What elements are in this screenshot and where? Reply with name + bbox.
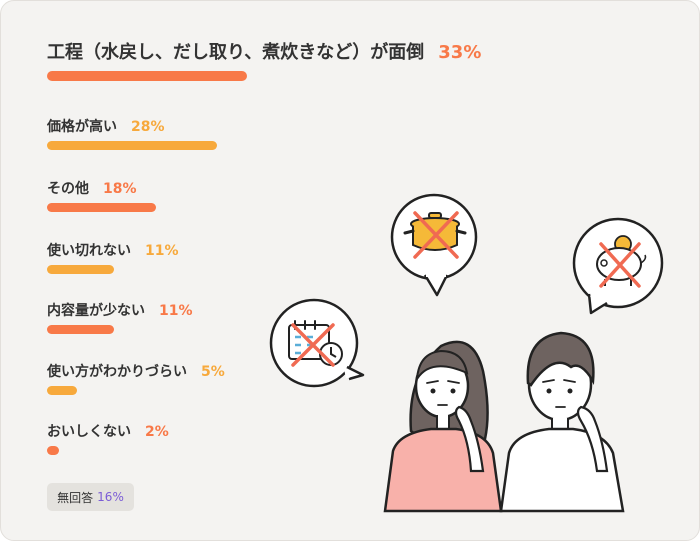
category-label: その他 xyxy=(47,181,89,197)
no-answer-label: 無回答 xyxy=(57,490,94,505)
bar xyxy=(47,325,114,334)
bar-label-row: 使い方がわかりづらい 5% xyxy=(47,361,225,381)
woman-figure xyxy=(383,340,503,513)
category-label: 価格が高い xyxy=(47,119,117,135)
bar xyxy=(47,265,114,274)
category-label: 工程（水戻し、だし取り、煮炊きなど）が面倒 xyxy=(47,42,425,63)
bar-item: 内容量が少ない 11% xyxy=(47,300,193,334)
value-label: 33% xyxy=(438,42,482,63)
bar-label-row: その他 18% xyxy=(47,178,137,198)
bar-item: 使い切れない 11% xyxy=(47,240,179,274)
bar-label-row: 使い切れない 11% xyxy=(47,240,179,260)
bar-label-row: おいしくない 2% xyxy=(47,421,169,441)
bar-label-row: 内容量が少ない 11% xyxy=(47,300,193,320)
value-label: 11% xyxy=(159,303,193,319)
bar-item: 使い方がわかりづらい 5% xyxy=(47,361,225,395)
man-figure xyxy=(499,331,625,513)
bar-label-row: 工程（水戻し、だし取り、煮炊きなど）が面倒 33% xyxy=(47,38,481,64)
piggy-bank-bubble xyxy=(572,217,664,315)
category-label: おいしくない xyxy=(47,424,131,440)
bar xyxy=(47,203,156,212)
category-label: 使い切れない xyxy=(47,243,131,259)
bar-item: おいしくない 2% xyxy=(47,421,169,455)
time-bubble xyxy=(269,298,365,388)
pot-bubble xyxy=(390,193,478,297)
bar xyxy=(47,446,59,455)
bar-label-row: 価格が高い 28% xyxy=(47,116,165,136)
bar xyxy=(47,386,77,395)
value-label: 11% xyxy=(145,243,179,259)
bar-item: 工程（水戻し、だし取り、煮炊きなど）が面倒 33% xyxy=(47,38,481,81)
bar xyxy=(47,71,247,81)
no-answer-badge: 無回答 16% xyxy=(47,483,134,511)
value-label: 18% xyxy=(103,181,137,197)
bar-item: その他 18% xyxy=(47,178,156,212)
category-label: 内容量が少ない xyxy=(47,303,145,319)
value-label: 28% xyxy=(131,119,165,135)
value-label: 5% xyxy=(201,364,225,380)
bar-item: 価格が高い 28% xyxy=(47,116,217,150)
value-label: 2% xyxy=(145,424,169,440)
bar xyxy=(47,141,217,150)
category-label: 使い方がわかりづらい xyxy=(47,364,187,380)
no-answer-value: 16% xyxy=(97,490,124,504)
